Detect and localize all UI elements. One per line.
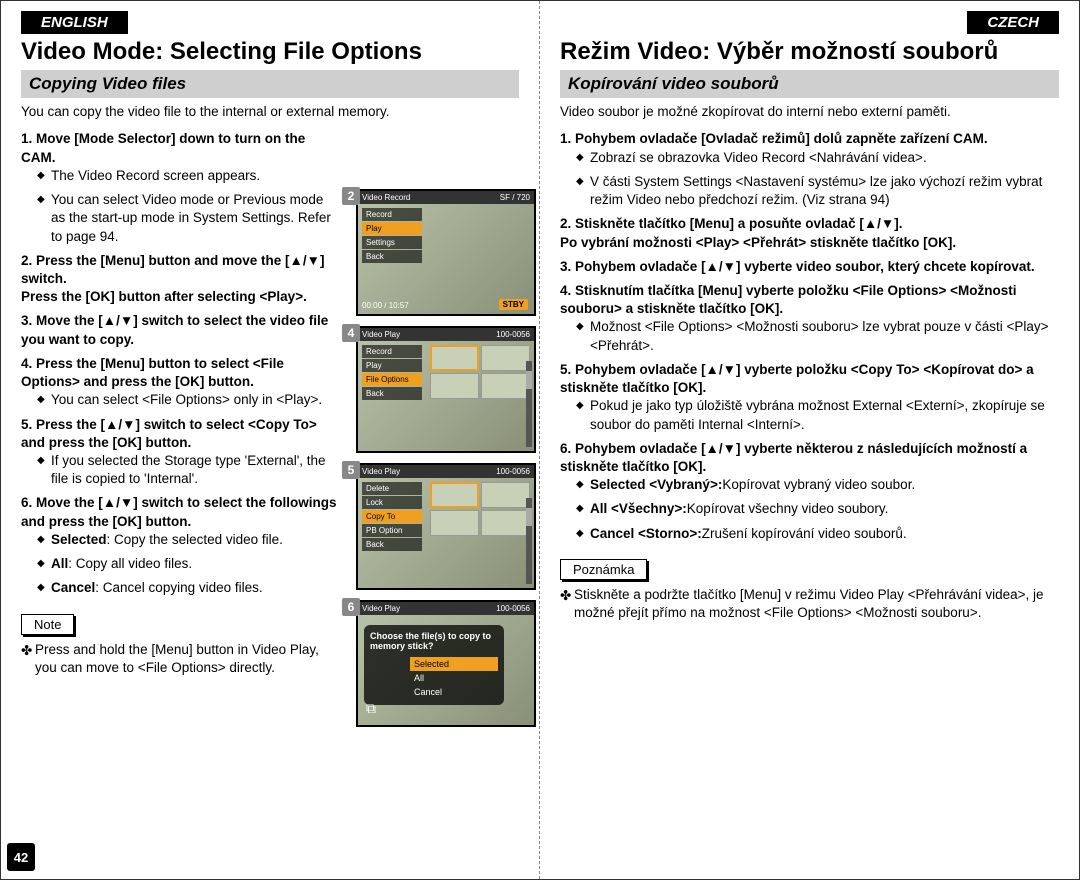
screen2-stby: STBY xyxy=(499,299,528,310)
step1b-cz: V části System Settings <Nastavení systé… xyxy=(576,173,1059,209)
language-tab-czech: CZECH xyxy=(967,11,1059,34)
screen2-timer: 00:00 / 10:57 xyxy=(362,301,409,310)
screen-5: 5 Video Play100-0056 Delete Lock Copy To… xyxy=(356,463,536,590)
screen4-menu: Record Play File Options Back xyxy=(362,345,422,401)
device-screens: 2 Video RecordSF / 720 Record Play Setti… xyxy=(356,189,536,737)
manual-page: ENGLISH Video Mode: Selecting File Optio… xyxy=(0,0,1080,880)
note-text-cz: Stiskněte a podržte tlačítko [Menu] v re… xyxy=(560,586,1059,622)
step1-en: Move [Mode Selector] down to turn on the… xyxy=(21,131,305,164)
intro-text-cz: Video soubor je možné zkopírovat do inte… xyxy=(560,104,1059,121)
step6b-en: All: Copy all video files. xyxy=(37,555,341,573)
scrollbar-icon xyxy=(526,498,532,584)
step1-cz: Pohybem ovladače [Ovladač režimů] dolů z… xyxy=(575,131,988,146)
step1a-cz: Zobrazí se obrazovka Video Record <Nahrá… xyxy=(576,149,1059,167)
note-text-en: Press and hold the [Menu] button in Vide… xyxy=(21,641,341,677)
step1a-en: The Video Record screen appears. xyxy=(37,167,341,185)
step1b-en: You can select Video mode or Previous mo… xyxy=(37,191,341,246)
screen4-header: Video Play100-0056 xyxy=(358,328,534,341)
step5-en: Press the [▲/▼] switch to select <Copy T… xyxy=(21,417,317,450)
section-subtitle-cz: Kopírování video souborů xyxy=(560,70,1059,98)
step4a-cz: Možnost <File Options> <Možnosti souboru… xyxy=(576,318,1059,354)
screen-6: 6 Video Play100-0056 Choose the file(s) … xyxy=(356,600,536,727)
screen5-thumbnails xyxy=(430,482,530,536)
section-subtitle-en: Copying Video files xyxy=(21,70,519,98)
step6c-cz: Cancel <Storno>:Zrušení kopírování video… xyxy=(576,525,1059,543)
screen2-menu: Record Play Settings Back xyxy=(362,208,422,264)
page-title-en: Video Mode: Selecting File Options xyxy=(21,38,519,66)
language-tab-english: ENGLISH xyxy=(21,11,128,34)
screen-badge-2: 2 xyxy=(342,187,360,205)
step6a-cz: Selected <Vybraný>:Kopírovat vybraný vid… xyxy=(576,476,1059,494)
page-title-cz: Režim Video: Výběr možností souborů xyxy=(560,38,1059,66)
steps-cz: 1. Pohybem ovladače [Ovladač režimů] dol… xyxy=(560,130,1059,542)
screen6-popup: Choose the file(s) to copy to memory sti… xyxy=(364,625,504,705)
left-column-english: ENGLISH Video Mode: Selecting File Optio… xyxy=(1,1,540,879)
screen5-header: Video Play100-0056 xyxy=(358,465,534,478)
screen4-thumbnails xyxy=(430,345,530,399)
screen2-header: Video RecordSF / 720 xyxy=(358,191,534,204)
step4-en: Press the [Menu] button to select <File … xyxy=(21,356,284,389)
step2a-cz: Stiskněte tlačítko [Menu] a posuňte ovla… xyxy=(575,216,903,231)
right-column-czech: CZECH Režim Video: Výběr možností soubor… xyxy=(540,1,1079,879)
screen-badge-6: 6 xyxy=(342,598,360,616)
intro-text-en: You can copy the video file to the inter… xyxy=(21,104,519,121)
note-label-en: Note xyxy=(21,614,74,635)
screen5-menu: Delete Lock Copy To PB Option Back xyxy=(362,482,422,552)
copy-icon: ⧉ xyxy=(366,700,376,717)
screen6-header: Video Play100-0056 xyxy=(358,602,534,615)
screen-2: 2 Video RecordSF / 720 Record Play Setti… xyxy=(356,189,536,316)
step6-en: Move the [▲/▼] switch to select the foll… xyxy=(21,495,337,528)
screen-badge-4: 4 xyxy=(342,324,360,342)
steps-en: 1. Move [Mode Selector] down to turn on … xyxy=(21,130,341,676)
screen-4: 4 Video Play100-0056 Record Play File Op… xyxy=(356,326,536,453)
step3-en: Move the [▲/▼] switch to select the vide… xyxy=(21,313,328,346)
step5-cz: Pohybem ovladače [▲/▼] vyberte položku <… xyxy=(560,362,1034,395)
note-label-cz: Poznámka xyxy=(560,559,647,580)
step3-cz: Pohybem ovladače [▲/▼] vyberte video sou… xyxy=(575,259,1035,274)
step4a-en: You can select <File Options> only in <P… xyxy=(37,391,341,409)
page-number: 42 xyxy=(7,843,35,871)
step6-cz: Pohybem ovladače [▲/▼] vyberte některou … xyxy=(560,441,1027,474)
screen-badge-5: 5 xyxy=(342,461,360,479)
step5a-en: If you selected the Storage type 'Extern… xyxy=(37,452,341,488)
step4-cz: Stisknutím tlačítka [Menu] vyberte polož… xyxy=(560,283,1016,316)
scrollbar-icon xyxy=(526,361,532,447)
step2b-en: Press the [OK] button after selecting <P… xyxy=(21,289,307,304)
step2b-cz: Po vybrání možnosti <Play> <Přehrát> sti… xyxy=(560,235,956,250)
step2a-en: Press the [Menu] button and move the [▲/… xyxy=(21,253,325,286)
step5a-cz: Pokud je jako typ úložiště vybrána možno… xyxy=(576,397,1059,433)
step6b-cz: All <Všechny>:Kopírovat všechny video so… xyxy=(576,500,1059,518)
step6c-en: Cancel: Cancel copying video files. xyxy=(37,579,341,597)
step6a-en: Selected: Copy the selected video file. xyxy=(37,531,341,549)
